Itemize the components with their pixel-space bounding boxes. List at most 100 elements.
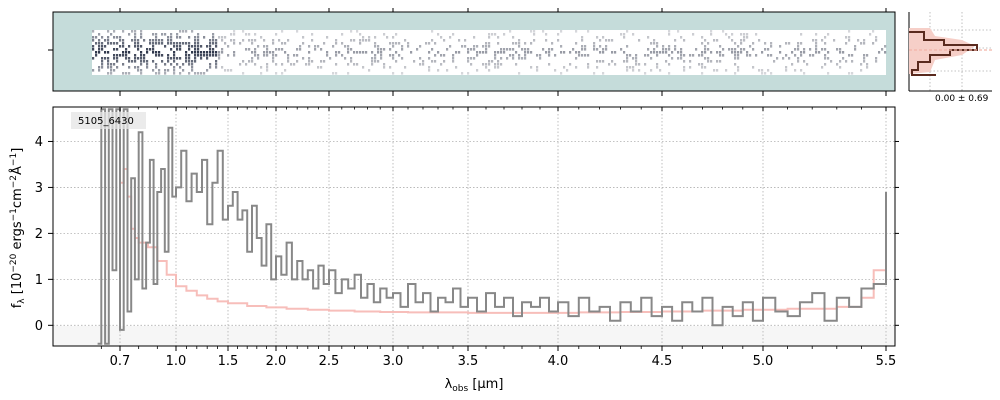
trace-cell: [395, 33, 398, 36]
trace-cell: [209, 51, 212, 54]
trace-cell: [167, 39, 170, 42]
trace-cell: [128, 66, 131, 69]
trace-cell: [116, 60, 119, 63]
trace-cell: [737, 57, 740, 60]
trace-cell: [224, 36, 227, 39]
trace-cell: [485, 42, 488, 45]
trace-cell: [674, 48, 677, 51]
trace-cell: [719, 60, 722, 63]
object-label-box: [71, 112, 146, 129]
trace-cell: [515, 63, 518, 66]
trace-cell: [281, 63, 284, 66]
trace-cell: [875, 36, 878, 39]
trace-cell: [395, 42, 398, 45]
trace-cell: [311, 60, 314, 63]
trace-cell: [824, 48, 827, 51]
trace-cell: [773, 60, 776, 63]
trace-cell: [188, 45, 191, 48]
trace-cell: [164, 63, 167, 66]
trace-cell: [161, 42, 164, 45]
trace-cell: [191, 66, 194, 69]
trace-cell: [173, 69, 176, 72]
trace-cell: [479, 51, 482, 54]
trace-cell: [842, 51, 845, 54]
trace-cell: [326, 36, 329, 39]
trace-cell: [533, 33, 536, 36]
trace-cell: [104, 39, 107, 42]
trace-cell: [422, 63, 425, 66]
trace-cell: [371, 60, 374, 63]
trace-cell: [647, 48, 650, 51]
trace-cell: [95, 36, 98, 39]
trace-cell: [146, 48, 149, 51]
trace-cell: [377, 60, 380, 63]
trace-cell: [107, 72, 110, 75]
trace-cell: [437, 69, 440, 72]
trace-cell: [731, 51, 734, 54]
trace-cell: [647, 36, 650, 39]
trace-cell: [815, 39, 818, 42]
trace-cell: [134, 54, 137, 57]
trace-cell: [428, 51, 431, 54]
trace-cell: [530, 66, 533, 69]
trace-cell: [683, 54, 686, 57]
trace-cell: [155, 54, 158, 57]
y-axis-title: fλ [10−20 ergs−1cm−2Å−1]: [9, 148, 27, 309]
trace-cell: [287, 60, 290, 63]
trace-cell: [206, 69, 209, 72]
trace-cell: [461, 45, 464, 48]
trace-cell: [230, 33, 233, 36]
trace-cell: [581, 45, 584, 48]
trace-cell: [455, 51, 458, 54]
y-tick-label: 0: [35, 319, 43, 334]
trace-cell: [224, 69, 227, 72]
trace-cell: [854, 45, 857, 48]
trace-cell: [140, 63, 143, 66]
trace-cell: [275, 33, 278, 36]
trace-cell: [623, 33, 626, 36]
trace-cell: [701, 36, 704, 39]
trace-cell: [584, 48, 587, 51]
trace-cell: [452, 57, 455, 60]
trace-cell: [380, 48, 383, 51]
trace-cell: [767, 69, 770, 72]
trace-cell: [296, 60, 299, 63]
trace-cell: [602, 60, 605, 63]
trace-cell: [788, 57, 791, 60]
trace-cell: [146, 63, 149, 66]
x-tick-label: 1.5: [218, 354, 239, 369]
trace-cell: [674, 45, 677, 48]
trace-cell: [101, 36, 104, 39]
trace-cell: [377, 48, 380, 51]
trace-cell: [524, 57, 527, 60]
trace-cell: [128, 57, 131, 60]
trace-cell: [383, 48, 386, 51]
trace-cell: [185, 54, 188, 57]
trace-cell: [881, 48, 884, 51]
trace-cell: [839, 66, 842, 69]
trace-cell: [308, 60, 311, 63]
trace-cell: [428, 42, 431, 45]
trace-cell: [191, 45, 194, 48]
trace-cell: [92, 69, 95, 72]
trace-cell: [518, 39, 521, 42]
trace-cell: [92, 30, 95, 33]
trace-cell: [761, 51, 764, 54]
trace-cell: [95, 42, 98, 45]
trace-cell: [638, 39, 641, 42]
trace-cell: [221, 36, 224, 39]
trace-cell: [656, 51, 659, 54]
trace-cell: [428, 69, 431, 72]
trace-cell: [170, 36, 173, 39]
trace-cell: [593, 45, 596, 48]
trace-cell: [875, 57, 878, 60]
trace-cell: [608, 39, 611, 42]
trace-cell: [428, 57, 431, 60]
trace-cell: [497, 66, 500, 69]
trace-cell: [167, 57, 170, 60]
trace-cell: [359, 33, 362, 36]
trace-cell: [92, 57, 95, 60]
trace-cell: [500, 63, 503, 66]
trace-cell: [794, 48, 797, 51]
trace-cell: [335, 72, 338, 75]
